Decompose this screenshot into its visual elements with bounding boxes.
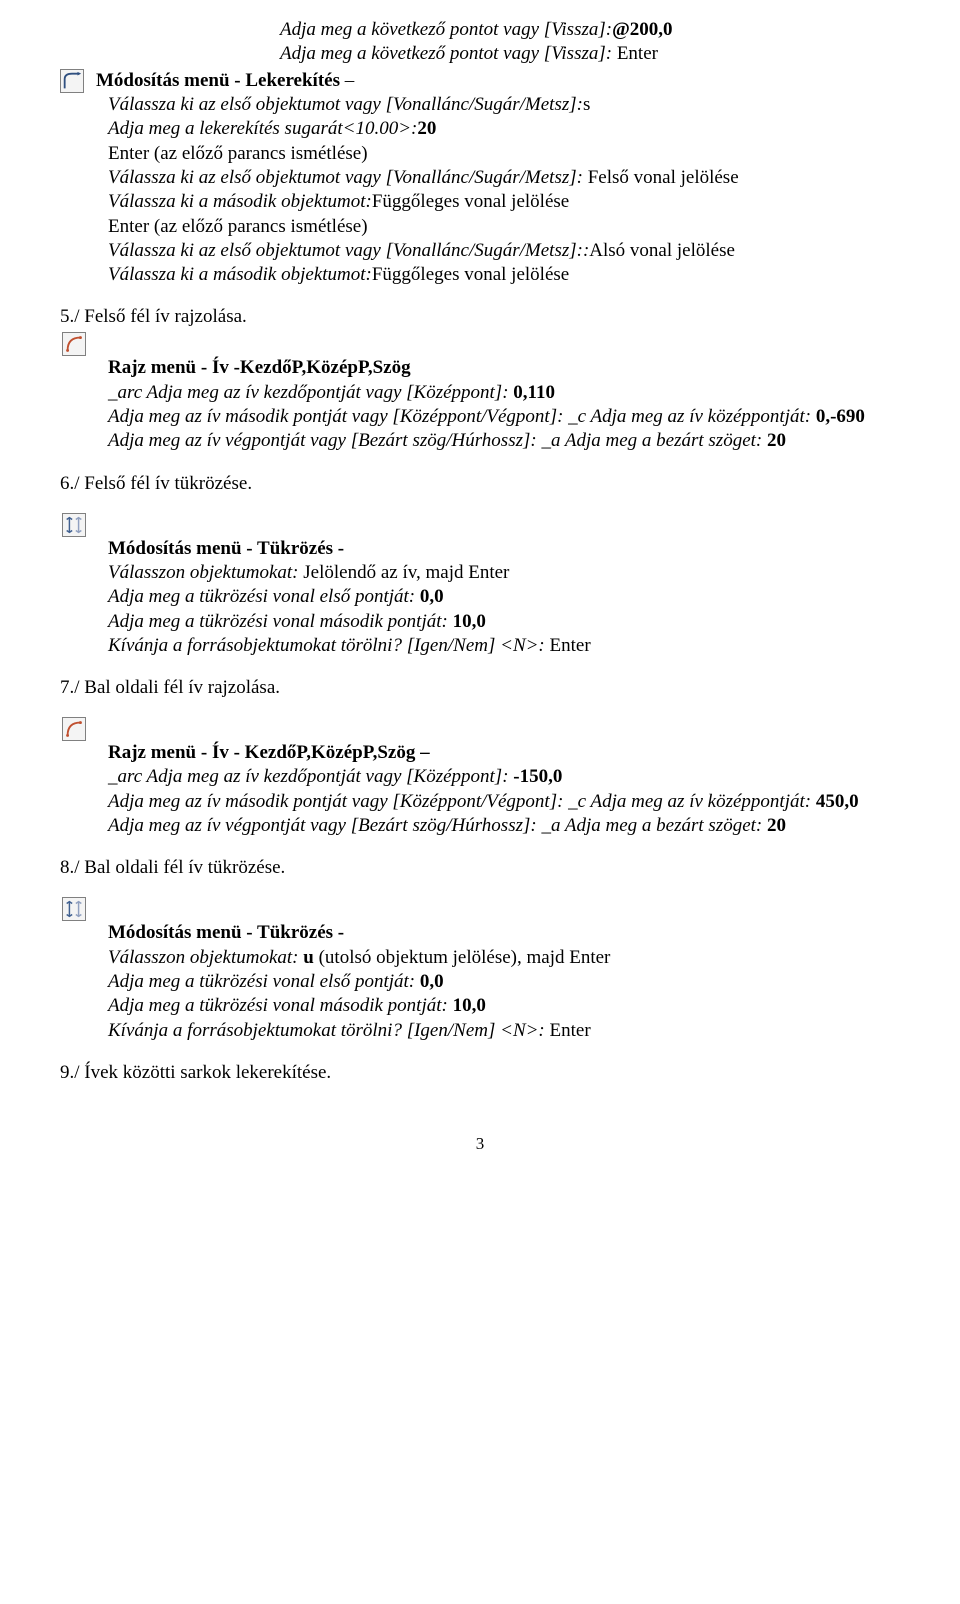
mirror-icon-2 <box>62 897 86 921</box>
fillet-title: Módosítás menü - Lekerekítés – <box>96 69 354 93</box>
step5-label: 5./ Felső fél ív rajzolása. <box>60 305 900 329</box>
step9-label: 9./ Ívek közötti sarkok lekerekítése. <box>60 1061 900 1085</box>
mirror-icon <box>62 513 86 537</box>
step5-body: Rajz menü - Ív -KezdőP,KözépP,Szög _arc … <box>108 356 900 453</box>
step8-label: 8./ Bal oldali fél ív tükrözése. <box>60 856 900 880</box>
page-number: 3 <box>60 1133 900 1155</box>
step6-label: 6./ Felső fél ív tükrözése. <box>60 472 900 496</box>
intro-line1-italic: Adja meg a következő pontot vagy [Vissza… <box>280 19 612 40</box>
arc-icon <box>62 332 86 356</box>
intro-line2-italic: Adja meg a következő pontot vagy [Vissza… <box>280 43 612 64</box>
section-fillet: Módosítás menü - Lekerekítés – Válassza … <box>60 69 900 288</box>
arc-icon-2 <box>62 717 86 741</box>
step7-body: Rajz menü - Ív - KezdőP,KözépP,Szög – _a… <box>108 741 900 838</box>
step8-body: Módosítás menü - Tükrözés - Válasszon ob… <box>108 921 900 1043</box>
step6-body: Módosítás menü - Tükrözés - Válasszon ob… <box>108 537 900 659</box>
intro-line1-bold: @200,0 <box>612 19 672 40</box>
intro-line2-rest: Enter <box>612 43 658 64</box>
step7-label: 7./ Bal oldali fél ív rajzolása. <box>60 676 900 700</box>
intro-lines: Adja meg a következő pontot vagy [Vissza… <box>280 18 900 67</box>
fillet-icon <box>60 69 84 93</box>
